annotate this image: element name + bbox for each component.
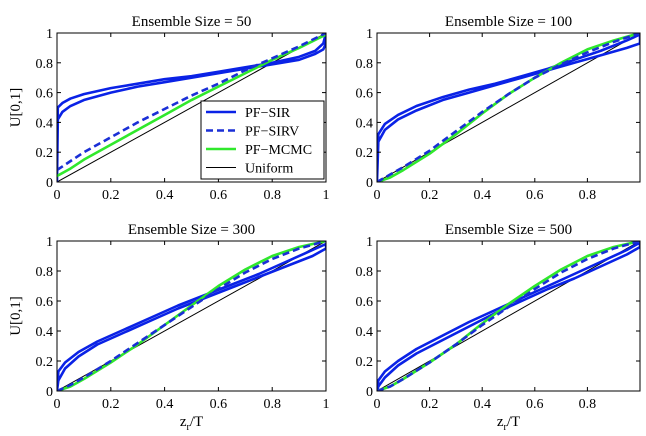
y-tick-label: 1	[366, 235, 373, 250]
series-line-pf-sirv	[377, 241, 640, 391]
panel-title: Ensemble Size = 50	[132, 14, 252, 30]
x-tick-label: 0.2	[102, 397, 120, 412]
x-tick-label: 0.8	[579, 188, 597, 203]
x-tick-label: 0	[374, 397, 381, 412]
series-line-pf-sirv	[377, 33, 640, 182]
legend-entry-label: PF−SIRV	[245, 125, 299, 140]
x-tick-label: 0.4	[473, 397, 491, 412]
x-tick-label: 1	[323, 188, 330, 203]
y-tick-label: 0.6	[356, 295, 374, 310]
panel-title: Ensemble Size = 300	[128, 222, 255, 238]
x-tick-label: 0.2	[421, 397, 439, 412]
y-tick-label: 0.4	[36, 325, 54, 340]
x-tick-label: 0.6	[526, 397, 544, 412]
x-tick-label: 0.6	[526, 188, 544, 203]
x-tick-label: 0	[54, 397, 61, 412]
legend-entry-label: Uniform	[245, 162, 293, 177]
x-tick-label: 0.4	[473, 188, 491, 203]
y-tick-label: 1	[46, 235, 53, 250]
y-axis-label: U[0,1]	[8, 88, 24, 128]
series-line-pf-mcmc	[57, 33, 326, 178]
y-tick-label: 0	[366, 385, 373, 400]
axes-frame	[376, 32, 641, 183]
series-group	[377, 33, 640, 182]
x-tick-label: 0.8	[579, 397, 597, 412]
x-tick-label: 0.2	[421, 188, 439, 203]
series-line-uniform	[57, 241, 326, 391]
y-tick-label: 0	[46, 176, 53, 191]
axes-frame	[56, 32, 327, 183]
y-axis-label: U[0,1]	[8, 296, 24, 336]
y-tick-label: 0.4	[36, 116, 54, 131]
axes-frame	[376, 240, 641, 392]
y-tick-label: 0.8	[36, 57, 54, 72]
y-tick-label: 0.6	[356, 87, 374, 102]
y-tick-label: 0.8	[356, 265, 374, 280]
legend-entry-label: PF−SIR	[245, 106, 291, 121]
y-tick-label: 0.4	[356, 325, 374, 340]
series-line-sir	[377, 33, 640, 182]
series-line-sir	[57, 242, 326, 391]
series-line-uniform	[57, 33, 326, 182]
y-tick-label: 1	[366, 27, 373, 42]
legend-entry-label: PF−MCMC	[245, 143, 312, 158]
series-line-pf-mcmc	[377, 33, 640, 182]
x-tick-label: 0.6	[210, 397, 228, 412]
y-tick-label: 0.2	[36, 355, 54, 370]
y-tick-label: 0.2	[36, 146, 54, 161]
series-group	[57, 33, 326, 182]
panel-2: 0 0.2 0.4 0.6 0.8 0 0.2 0.4 0.6 0.8 1 Ensemble Size…	[356, 14, 641, 203]
x-axis-label: zr/T	[497, 414, 520, 431]
x-axis-label: zr/T	[180, 414, 203, 431]
panel-4: 0 0.2 0.4 0.6 0.8 0 0.2 0.4 0.6 0.8 1 Ensemble Size…	[356, 222, 641, 433]
x-tick-label: 0	[374, 188, 381, 203]
series-line-uniform	[377, 241, 640, 391]
legend: PF−SIR PF−SIRV PF−MCMC Uniform	[200, 100, 325, 180]
x-tick-label: 0.6	[210, 188, 228, 203]
panel-title: Ensemble Size = 500	[445, 222, 572, 238]
x-tick-label: 1	[323, 397, 330, 412]
panel-3: 0 0.2 0.4 0.6 0.8 1 0 0.2 0.4 0.6 0.8 1 Ensemble Siz…	[8, 222, 330, 433]
axes-frame	[56, 240, 327, 392]
x-tick-label: 0.4	[156, 397, 174, 412]
x-tick-label: 0	[54, 188, 61, 203]
y-tick-label: 0.2	[356, 146, 374, 161]
x-tick-label: 0.8	[263, 188, 281, 203]
series-group	[377, 241, 640, 391]
series-line-pf-sirv	[57, 33, 326, 172]
series-line-pf-sirv	[57, 241, 326, 391]
series-line-sir	[377, 241, 640, 391]
y-tick-label: 0.6	[36, 87, 54, 102]
y-tick-label: 0.4	[356, 116, 374, 131]
series-line-sir	[57, 33, 326, 182]
y-tick-label: 0.6	[36, 295, 54, 310]
y-tick-label: 0.2	[356, 355, 374, 370]
series-group	[57, 241, 326, 391]
y-tick-label: 1	[46, 27, 53, 42]
panel-title: Ensemble Size = 100	[445, 14, 572, 30]
y-tick-label: 0	[46, 385, 53, 400]
y-tick-label: 0.8	[36, 265, 54, 280]
x-tick-label: 0.8	[263, 397, 281, 412]
legend-box	[200, 100, 325, 180]
y-tick-label: 0.8	[356, 57, 374, 72]
y-tick-label: 0	[366, 176, 373, 191]
x-tick-label: 0.2	[102, 188, 120, 203]
x-tick-label: 0.4	[156, 188, 174, 203]
